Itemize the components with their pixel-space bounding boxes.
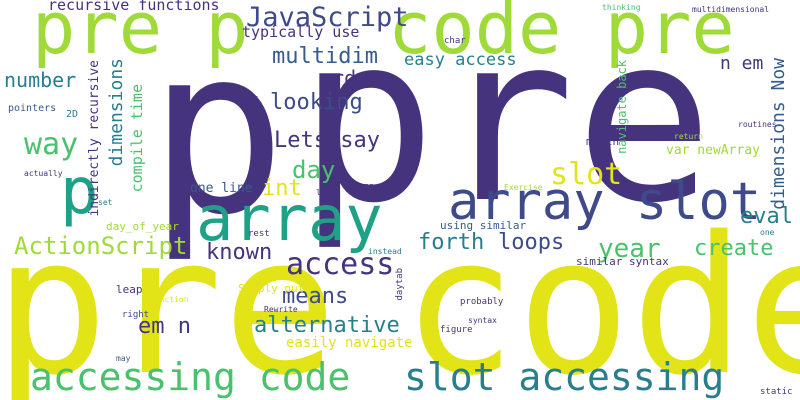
word-similar-syntax: similar syntax xyxy=(576,255,669,268)
word-var-newarray: var newArray xyxy=(666,143,760,158)
word-indexing: indexing xyxy=(645,296,654,335)
word-multidimensional: multidimensional xyxy=(692,5,770,14)
word-actionscript: ActionScript xyxy=(14,232,188,260)
word-syntax: syntax xyxy=(468,316,497,325)
word-right: right xyxy=(122,310,150,320)
word-dimensions: dimensions xyxy=(106,58,127,167)
word-accessing-code: accessing code xyxy=(30,355,351,399)
word-daytab: daytab xyxy=(395,268,405,301)
word-means: means xyxy=(282,284,349,309)
word-alternative: alternative xyxy=(254,313,400,338)
word-array: array xyxy=(196,182,383,255)
word-static: static xyxy=(760,387,793,397)
word-easily-navigate: easily navigate xyxy=(286,335,413,351)
word-2d: 2D xyxy=(66,109,79,120)
word-em-n: em n xyxy=(138,314,191,339)
word-pre-p: pre p xyxy=(32,0,249,70)
word-number: number xyxy=(4,68,77,92)
word-compile-time: compile time xyxy=(128,84,146,193)
word-using-similar: using similar xyxy=(440,219,527,232)
word-looking: looking xyxy=(270,90,363,115)
word-easy-access: easy access xyxy=(404,50,517,70)
word-actually: actually xyxy=(24,169,63,178)
word-instead: instead xyxy=(368,247,402,256)
word-exercise: Exercise xyxy=(504,183,543,192)
word-lets-say: Lets say xyxy=(274,128,380,153)
word-typically-use: typically use xyxy=(242,23,360,41)
word-figure: figure xyxy=(440,325,473,335)
word-javascript: JavaScript xyxy=(246,2,409,33)
word-pre-bottom: pre xyxy=(0,196,338,400)
word-dimensions-now: dimensions Now xyxy=(768,58,789,210)
word-char: char xyxy=(444,36,466,46)
word-month: month xyxy=(586,135,620,148)
word-year: year xyxy=(598,234,661,264)
word-function: function xyxy=(150,295,189,304)
word-pointers: pointers xyxy=(8,103,57,114)
word-p-teal: p xyxy=(60,155,99,229)
word-int: int xyxy=(262,176,302,201)
word-slot: slot xyxy=(550,157,623,192)
word-pre-giant: pre xyxy=(298,0,714,254)
word-order: order xyxy=(320,66,381,90)
word-multidim: multidim xyxy=(272,44,378,69)
word-eval: eval xyxy=(740,204,793,229)
word-access: access xyxy=(286,247,395,282)
word-navigate-back: navigate back xyxy=(615,60,629,154)
word-loops: loops xyxy=(498,230,565,255)
word-create: create xyxy=(694,236,774,261)
word-array-slot: array slot xyxy=(448,172,762,232)
word-rewrite: Rewrite xyxy=(264,305,298,314)
word-forth: forth xyxy=(418,230,485,255)
word-probably: probably xyxy=(460,297,504,307)
word-one-line: one line xyxy=(190,181,253,196)
word-p-giant: p xyxy=(148,0,287,266)
word-n-em: n em xyxy=(720,53,764,74)
word-amp: amp xyxy=(358,182,375,192)
word-known: known xyxy=(206,240,273,265)
word-one: one xyxy=(760,228,775,237)
word-rest: rest xyxy=(248,229,270,239)
word-code-bottom: code xyxy=(402,196,800,400)
word-routines: routines xyxy=(738,120,777,129)
word-slot-accessing: slot accessing xyxy=(404,355,725,399)
word-thinking: thinking xyxy=(602,3,641,12)
word-day-of-year: day_of_year xyxy=(106,220,179,233)
word-recursive-functions: recursive functions xyxy=(48,0,220,14)
word-may: may xyxy=(116,354,131,363)
word-leap: leap xyxy=(116,283,143,296)
word-way: way xyxy=(24,127,79,162)
word-set: set xyxy=(98,198,113,207)
word-lt: lt xyxy=(316,188,326,197)
word-code-pre: code pre xyxy=(388,0,735,70)
word-day: day xyxy=(292,156,336,184)
word-indirectly-recursive: indirectly recursive xyxy=(87,60,102,217)
word-tired: tired xyxy=(234,95,259,104)
word-return: return xyxy=(674,132,703,141)
word-simply-put: Simply put xyxy=(238,282,305,295)
